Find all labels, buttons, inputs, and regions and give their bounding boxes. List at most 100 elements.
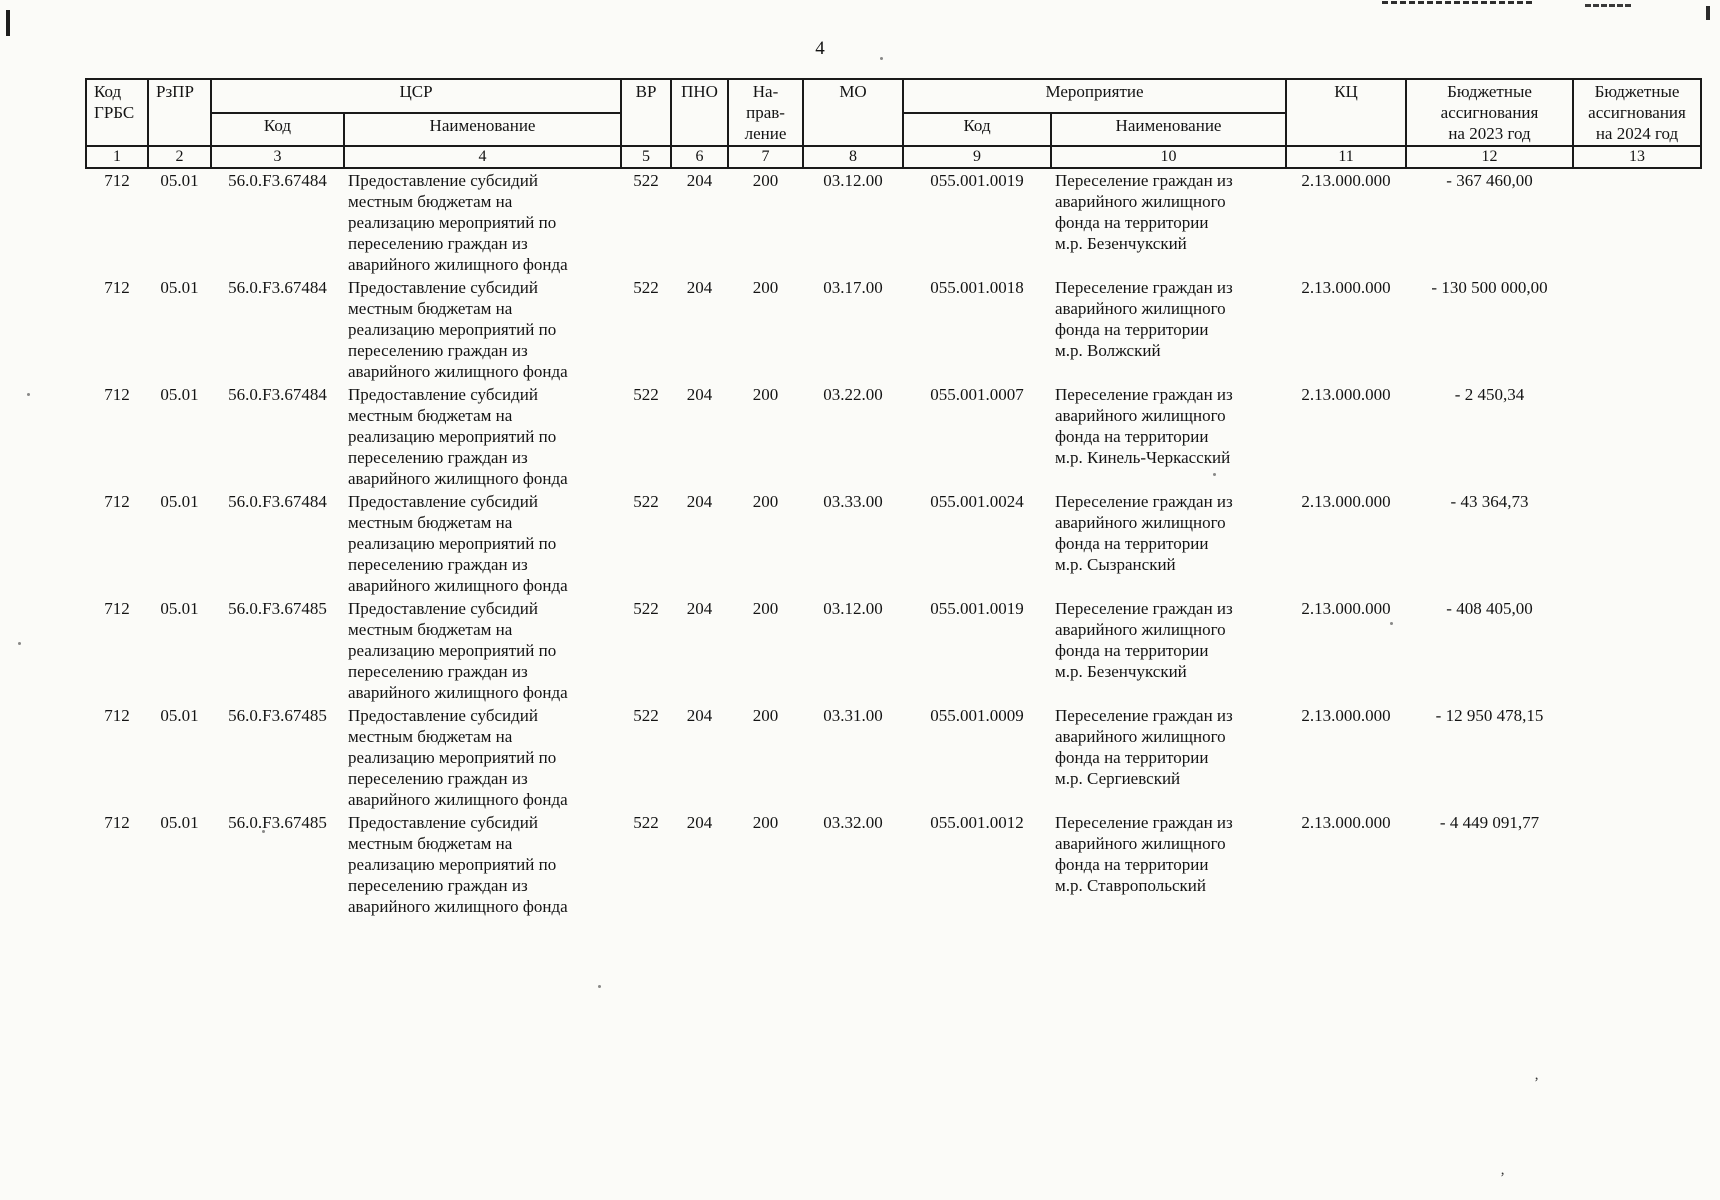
column-number: 7 bbox=[727, 145, 805, 169]
table-body: 712 05.01 56.0.F3.67484 Предоставление с… bbox=[86, 168, 1701, 918]
table-row: 712 05.01 56.0.F3.67484 Предоставление с… bbox=[86, 383, 1701, 490]
cell-csr-name: Предоставление субсидий местным бюджетам… bbox=[348, 385, 568, 488]
cell-mo: 03.22.00 bbox=[823, 385, 883, 404]
scan-artifact: ’ bbox=[1500, 1170, 1505, 1186]
cell-napravlenie: 200 bbox=[752, 171, 779, 190]
cell-kc: 2.13.000.000 bbox=[1301, 813, 1391, 832]
header-budget-2024: Бюджетные ассигнования на 2024 год bbox=[1572, 78, 1703, 147]
scan-artifact bbox=[1382, 1, 1532, 4]
table-row: 712 05.01 56.0.F3.67485 Предоставление с… bbox=[86, 811, 1701, 918]
cell-pno: 204 bbox=[686, 171, 713, 190]
header-csr-name: Наименование bbox=[342, 111, 623, 147]
cell-kc: 2.13.000.000 bbox=[1301, 492, 1391, 511]
column-number: 5 bbox=[620, 145, 673, 169]
cell-budget-2024 bbox=[1573, 383, 1701, 490]
cell-csr-name: Предоставление субсидий местным бюджетам… bbox=[348, 492, 568, 595]
scan-artifact bbox=[1585, 4, 1631, 7]
cell-rzpr: 05.01 bbox=[160, 813, 199, 832]
header-event-name: Наименование bbox=[1050, 111, 1288, 147]
cell-budget-2023: - 367 460,00 bbox=[1446, 171, 1533, 190]
column-number: 10 bbox=[1050, 145, 1288, 169]
page-number: 4 bbox=[815, 38, 825, 59]
scan-artifact: ’ bbox=[1534, 1075, 1539, 1091]
cell-event-code: 055.001.0018 bbox=[930, 278, 1024, 297]
cell-budget-2023: - 43 364,73 bbox=[1450, 492, 1529, 511]
cell-event-name: Переселение граждан из аварийного жилищн… bbox=[1055, 706, 1233, 788]
cell-rzpr: 05.01 bbox=[160, 385, 199, 404]
header-csr-code: Код bbox=[210, 111, 345, 147]
header-event-code: Код bbox=[902, 111, 1053, 147]
budget-table: Код ГРБС РзПР ЦСР ВР ПНО На- прав- ление… bbox=[85, 78, 1703, 918]
cell-budget-2023: - 12 950 478,15 bbox=[1435, 706, 1544, 725]
cell-event-name: Переселение граждан из аварийного жилищн… bbox=[1055, 278, 1233, 360]
cell-budget-2024 bbox=[1573, 704, 1701, 811]
cell-event-name: Переселение граждан из аварийного жилищн… bbox=[1055, 599, 1233, 681]
cell-csr-name: Предоставление субсидий местным бюджетам… bbox=[348, 599, 568, 702]
cell-kc: 2.13.000.000 bbox=[1301, 706, 1391, 725]
cell-napravlenie: 200 bbox=[752, 278, 779, 297]
cell-pno: 204 bbox=[686, 706, 713, 725]
cell-csr-name: Предоставление субсидий местным бюджетам… bbox=[348, 171, 568, 274]
cell-csr-name: Предоставление субсидий местным бюджетам… bbox=[348, 813, 568, 916]
cell-csr-code: 56.0.F3.67485 bbox=[228, 813, 327, 832]
header-budget-2023: Бюджетные ассигнования на 2023 год bbox=[1405, 78, 1575, 147]
cell-budget-2024 bbox=[1573, 597, 1701, 704]
cell-budget-2024 bbox=[1573, 811, 1701, 918]
cell-vr: 522 bbox=[633, 706, 659, 725]
column-number: 1 bbox=[85, 145, 149, 169]
cell-event-code: 055.001.0007 bbox=[930, 385, 1024, 404]
cell-kc: 2.13.000.000 bbox=[1301, 278, 1391, 297]
cell-vr: 522 bbox=[633, 813, 659, 832]
scan-artifact bbox=[598, 985, 601, 988]
cell-rzpr: 05.01 bbox=[160, 278, 199, 297]
cell-vr: 522 bbox=[633, 599, 659, 618]
cell-grbs-code: 712 bbox=[104, 171, 130, 190]
cell-napravlenie: 200 bbox=[752, 599, 779, 618]
header-mo: МО bbox=[802, 78, 905, 147]
cell-rzpr: 05.01 bbox=[160, 706, 199, 725]
cell-grbs-code: 712 bbox=[104, 599, 130, 618]
cell-mo: 03.32.00 bbox=[823, 813, 883, 832]
cell-event-name: Переселение граждан из аварийного жилищн… bbox=[1055, 813, 1233, 895]
cell-pno: 204 bbox=[686, 813, 713, 832]
column-number: 12 bbox=[1405, 145, 1575, 169]
cell-napravlenie: 200 bbox=[752, 385, 779, 404]
cell-budget-2024 bbox=[1573, 276, 1701, 383]
column-number: 6 bbox=[670, 145, 730, 169]
cell-event-name: Переселение граждан из аварийного жилищн… bbox=[1055, 492, 1233, 574]
cell-vr: 522 bbox=[633, 171, 659, 190]
header-row-1: Код ГРБС РзПР ЦСР ВР ПНО На- прав- ление… bbox=[85, 78, 1703, 147]
cell-csr-code: 56.0.F3.67485 bbox=[228, 599, 327, 618]
cell-csr-code: 56.0.F3.67484 bbox=[228, 492, 327, 511]
cell-event-code: 055.001.0012 bbox=[930, 813, 1024, 832]
cell-rzpr: 05.01 bbox=[160, 171, 199, 190]
header-pno: ПНО bbox=[670, 78, 730, 147]
column-number: 4 bbox=[342, 145, 623, 169]
cell-napravlenie: 200 bbox=[752, 706, 779, 725]
column-number: 2 bbox=[147, 145, 212, 169]
cell-grbs-code: 712 bbox=[104, 492, 130, 511]
cell-csr-code: 56.0.F3.67484 bbox=[228, 278, 327, 297]
cell-event-code: 055.001.0024 bbox=[930, 492, 1024, 511]
cell-event-name: Переселение граждан из аварийного жилищн… bbox=[1055, 385, 1233, 467]
cell-budget-2023: - 2 450,34 bbox=[1454, 385, 1525, 404]
cell-csr-code: 56.0.F3.67484 bbox=[228, 171, 327, 190]
header-grbs: Код ГРБС bbox=[85, 78, 149, 147]
cell-vr: 522 bbox=[633, 492, 659, 511]
header-event: Мероприятие bbox=[902, 78, 1288, 114]
table-row: 712 05.01 56.0.F3.67485 Предоставление с… bbox=[86, 704, 1701, 811]
cell-grbs-code: 712 bbox=[104, 706, 130, 725]
cell-kc: 2.13.000.000 bbox=[1301, 385, 1391, 404]
column-number-row: 1 2 3 4 5 6 7 8 9 10 11 12 13 bbox=[85, 145, 1703, 169]
header-rzpr: РзПР bbox=[147, 78, 212, 147]
header-vr: ВР bbox=[620, 78, 673, 147]
header-napravlenie: На- прав- ление bbox=[727, 78, 805, 147]
scan-artifact bbox=[1706, 6, 1710, 20]
cell-rzpr: 05.01 bbox=[160, 492, 199, 511]
cell-pno: 204 bbox=[686, 599, 713, 618]
cell-budget-2024 bbox=[1573, 490, 1701, 597]
header-kc: КЦ bbox=[1285, 78, 1408, 147]
cell-mo: 03.12.00 bbox=[823, 171, 883, 190]
table-header: Код ГРБС РзПР ЦСР ВР ПНО На- прав- ление… bbox=[85, 78, 1703, 169]
cell-budget-2023: - 408 405,00 bbox=[1446, 599, 1533, 618]
